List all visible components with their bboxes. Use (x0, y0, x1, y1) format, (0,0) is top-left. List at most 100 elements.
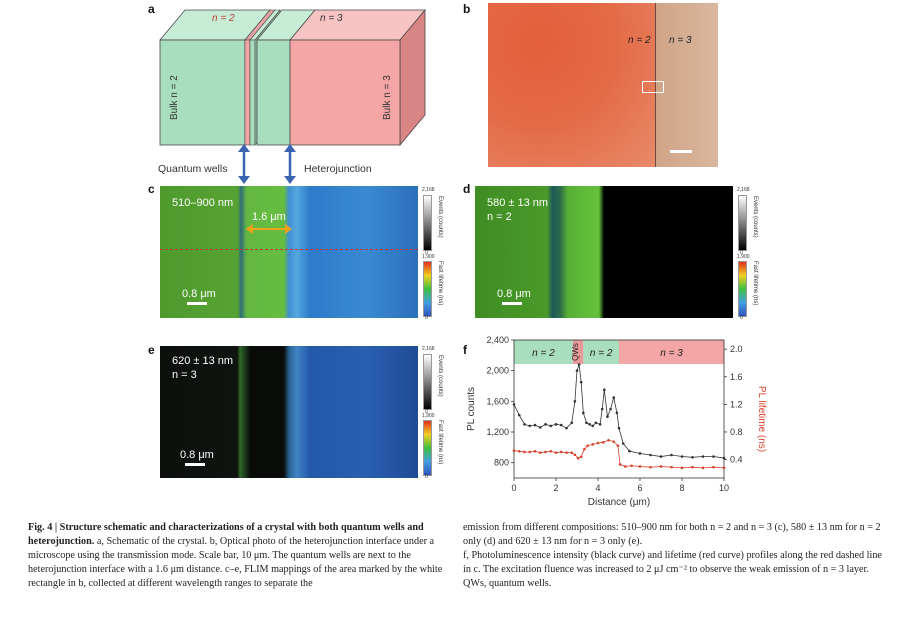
distance-label: 1.6 μm (252, 211, 286, 223)
series-0-point (549, 424, 553, 428)
series-1-point (630, 464, 633, 468)
bulk-n2-label: Bulk n = 2 (169, 75, 180, 120)
n3-top-label: n = 3 (320, 13, 343, 24)
y-left-tick-label: 1,600 (486, 396, 509, 406)
panel-e-n: n = 3 (172, 369, 197, 381)
plot-frame (513, 339, 725, 479)
y-left-tick-label: 2,000 (486, 366, 509, 376)
lifetime-min: 0 (425, 474, 428, 480)
series-0-point (570, 421, 574, 425)
lifetime-max: 1,900 (422, 254, 435, 260)
lifetime-max: 1,900 (422, 413, 435, 419)
series-0-point (628, 449, 631, 453)
panel-d-range: 580 ± 13 nm (487, 197, 549, 209)
y-right-tick-label: 1.2 (730, 399, 743, 409)
series-1-point (583, 447, 586, 451)
series-1-point (570, 451, 574, 454)
photo-n2-label: n = 2 (628, 35, 651, 46)
events-min: 0 (425, 250, 428, 256)
series-1-point (517, 449, 521, 453)
x-axis-title: Distance (μm) (588, 497, 650, 508)
y-left-tick-label: 2,400 (486, 336, 509, 345)
distance-arrow (250, 228, 288, 230)
pl-profile-chart: n = 2 QWs n = 2 n = 3 0 2 4 6 8 10 800 1,200 1,600 2,… (466, 335, 767, 508)
series-0-point (575, 369, 579, 372)
panel-letter-a: a (148, 2, 155, 16)
series-0-point (609, 407, 612, 411)
series-0-point (670, 453, 673, 457)
caption-left: Fig. 4 | Structure schematic and charact… (28, 521, 443, 591)
series-0-point (582, 411, 585, 415)
crystal-schematic-drawing (159, 8, 426, 184)
y-right-tick-label: 0.8 (730, 427, 743, 437)
panel-d-colorbars: 2,168 0 1,900 0 Events (counts) Fast lif… (736, 187, 774, 321)
series-0-point (588, 423, 591, 426)
series-0-point (579, 380, 583, 384)
panel-e-scale-label: 0.8 μm (180, 449, 214, 461)
series-1-point (586, 444, 589, 448)
marked-region-rectangle (642, 81, 664, 93)
heterojunction-label: Heterojunction (304, 163, 372, 175)
series-0-point (512, 403, 516, 406)
panel-b-optical-photo: n = 2 n = 3 (488, 3, 718, 167)
series-0-point (600, 407, 604, 411)
series-1-point (512, 449, 516, 452)
series-0-point (517, 413, 521, 417)
caption-right-body-1: emission from different compositions: 51… (463, 522, 881, 547)
x-tick-label: 6 (637, 483, 642, 493)
distance-arrow-right-head (285, 224, 292, 234)
panel-letter-d: d (463, 182, 471, 196)
series-0-point (554, 423, 558, 426)
series-1-point (528, 450, 532, 454)
events-max: 2,168 (737, 187, 750, 193)
series-1-point (544, 450, 547, 454)
panel-d-scale-bar (502, 302, 522, 305)
series-1-point (565, 451, 568, 454)
x-tick-label: 4 (595, 483, 600, 493)
panel-c-flim-map: 510–900 nm 1.6 μm 0.8 μm (160, 186, 418, 318)
series-1-point (523, 450, 526, 454)
x-tick-label: 8 (679, 483, 684, 493)
series-0-point (528, 424, 532, 428)
region-label-1: QWs (571, 343, 580, 361)
series-0-point (617, 426, 621, 430)
series-1-point (591, 443, 595, 446)
series-1-point (573, 453, 577, 457)
panel-letter-f: f (463, 343, 467, 357)
series-1-point (601, 441, 605, 444)
events-min: 0 (425, 409, 428, 415)
series-0-point (691, 456, 694, 459)
series-1-point (549, 449, 553, 453)
series-0-point (594, 421, 598, 425)
panel-d-scale-label: 0.8 μm (497, 288, 531, 300)
red-dashed-line (160, 249, 418, 250)
panel-letter-c: c (148, 182, 155, 196)
series-0-point (615, 411, 619, 415)
panel-e-range: 620 ± 13 nm (172, 355, 234, 367)
n2-top-label: n = 2 (212, 13, 235, 24)
panel-c-colorbars: 2,168 0 1,900 0 Events (counts) Fast lif… (421, 187, 459, 321)
panel-c-range: 510–900 nm (172, 197, 234, 209)
series-line-0 (513, 364, 725, 459)
series-1-point (638, 465, 642, 468)
lifetime-title: Fast lifetime (ns) (752, 261, 758, 306)
series-1-point (538, 451, 542, 454)
series-0-point (565, 426, 568, 430)
series-0-point (603, 388, 606, 392)
y-right-tick-label: 1.6 (730, 372, 743, 382)
series-1-point (680, 466, 684, 470)
panel-letter-e: e (148, 343, 155, 357)
panel-e-colorbars: 2,168 0 1,900 0 Events (counts) Fast lif… (421, 346, 459, 480)
events-max: 2,168 (422, 346, 435, 352)
region-band-1 (572, 340, 584, 364)
region-band-0 (514, 340, 573, 364)
series-1-point (701, 466, 705, 470)
series-1-point (559, 450, 563, 454)
y-left-axis-title: PL counts (466, 387, 477, 431)
series-0-point (523, 423, 526, 426)
panel-letter-b: b (463, 2, 471, 16)
lifetime-min: 0 (740, 315, 743, 321)
series-1-point (618, 463, 622, 466)
caption-left-body: a, Schematic of the crystal. b, Optical … (28, 536, 443, 589)
series-0-point (585, 421, 588, 425)
